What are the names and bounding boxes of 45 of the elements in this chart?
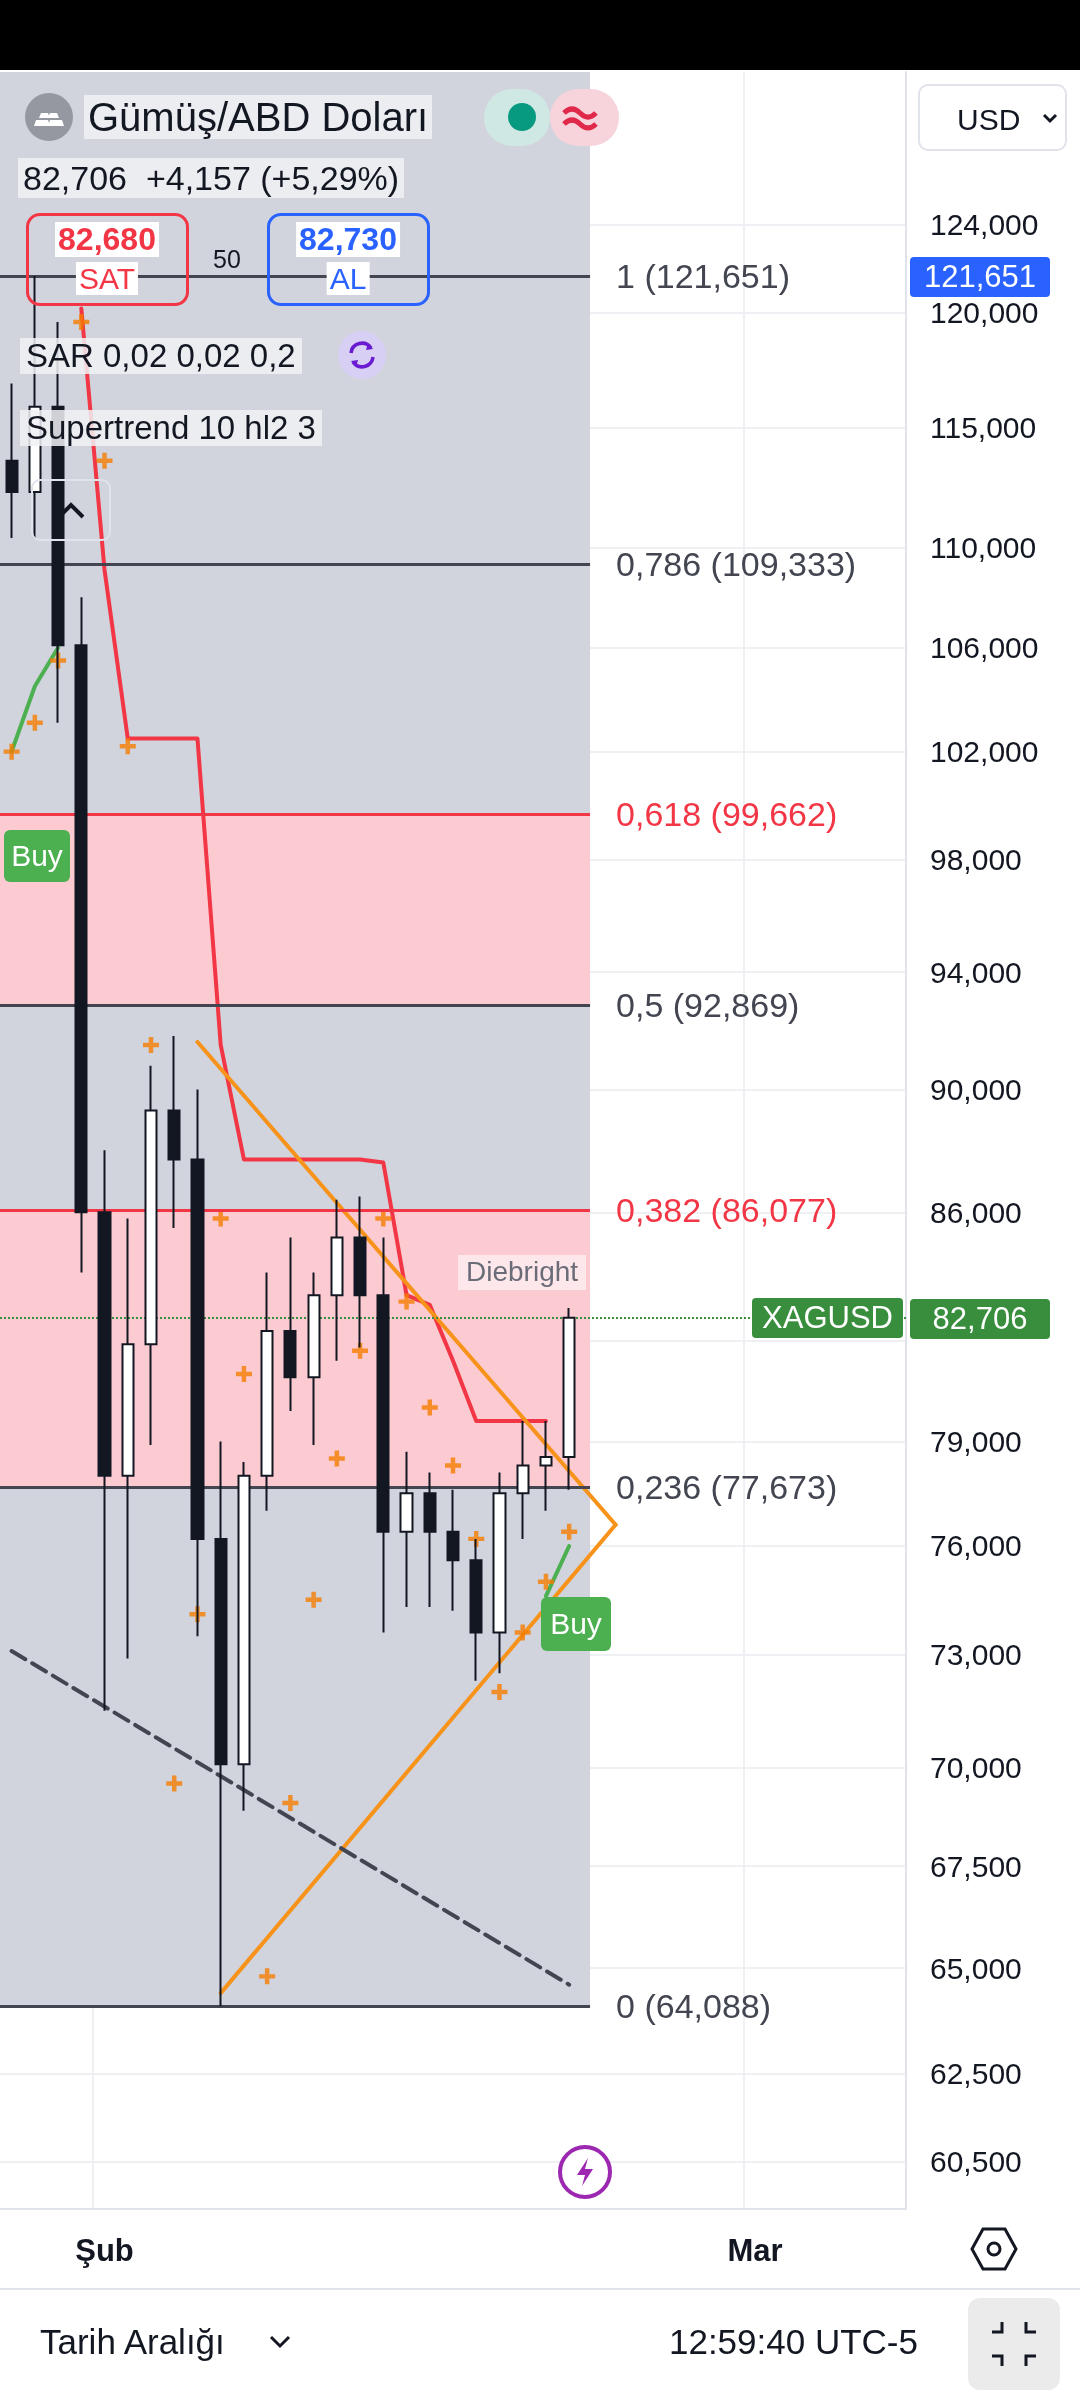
y-tick-label: 120,000 bbox=[930, 296, 1039, 330]
annotation: 50 bbox=[212, 245, 242, 274]
y-tick-label: 94,000 bbox=[930, 955, 1022, 989]
y-tick-label: 67,500 bbox=[930, 1849, 1022, 1883]
x-tick-label: Mar bbox=[727, 2233, 783, 2268]
text: 82,706 bbox=[910, 1299, 1050, 1339]
y-tick-label: 106,000 bbox=[930, 631, 1039, 665]
annotation: SAT bbox=[75, 262, 139, 295]
ref-line-label: 0,382 (86,077) bbox=[616, 1190, 838, 1229]
y-tick-label: 65,000 bbox=[930, 1951, 1022, 1985]
annotation: SAR 0,02 0,02 0,2 bbox=[20, 337, 302, 375]
ref-line-label: 0,618 (99,662) bbox=[616, 795, 838, 834]
annotation: 82,730 bbox=[296, 221, 400, 258]
y-tick-label: 110,000 bbox=[930, 531, 1037, 565]
ref-line-label: XAGUSD bbox=[752, 1297, 903, 1338]
y-tick-label: 73,000 bbox=[930, 1638, 1022, 1672]
text: 121,651 bbox=[910, 257, 1050, 297]
y-tick-label: 76,000 bbox=[930, 1529, 1022, 1563]
y-tick-label: 115,000 bbox=[930, 411, 1037, 445]
annotation: Buy bbox=[541, 1597, 611, 1651]
y-tick-label: 79,000 bbox=[930, 1424, 1022, 1458]
text: USD bbox=[957, 103, 1021, 136]
text: Tarih Aralığı bbox=[40, 2322, 225, 2362]
ref-line-label: 1 (121,651) bbox=[616, 257, 790, 295]
annotation: Buy bbox=[4, 830, 70, 882]
x-tick-label: Şub bbox=[75, 2233, 134, 2268]
y-tick-label: 62,500 bbox=[930, 2057, 1022, 2091]
text: Gümüş/ABD Doları bbox=[84, 95, 433, 139]
annotation: 82,680 bbox=[55, 221, 159, 258]
annotation: Supertrend 10 hl2 3 bbox=[20, 409, 322, 447]
text: 12:59:40 UTC-5 bbox=[668, 2322, 918, 2362]
y-tick-label: 70,000 bbox=[930, 1751, 1022, 1785]
y-tick-label: 86,000 bbox=[930, 1195, 1022, 1229]
y-tick-label: 102,000 bbox=[930, 735, 1039, 769]
annotation: AL bbox=[326, 262, 370, 295]
ref-line-label: 0,786 (109,333) bbox=[616, 545, 857, 584]
y-tick-label: 124,000 bbox=[930, 207, 1039, 241]
text: 82,706 +4,157 (+5,29%) bbox=[18, 158, 405, 198]
ref-line-label: 0,5 (92,869) bbox=[616, 985, 800, 1024]
annotation: Diebright bbox=[458, 1255, 587, 1290]
y-tick-label: 60,500 bbox=[930, 2145, 1022, 2179]
y-tick-label: 98,000 bbox=[930, 843, 1022, 877]
ref-line-label: 0 (64,088) bbox=[616, 1987, 772, 2026]
ref-line-label: 0,236 (77,673) bbox=[616, 1468, 838, 1507]
y-tick-label: 90,000 bbox=[930, 1073, 1022, 1107]
